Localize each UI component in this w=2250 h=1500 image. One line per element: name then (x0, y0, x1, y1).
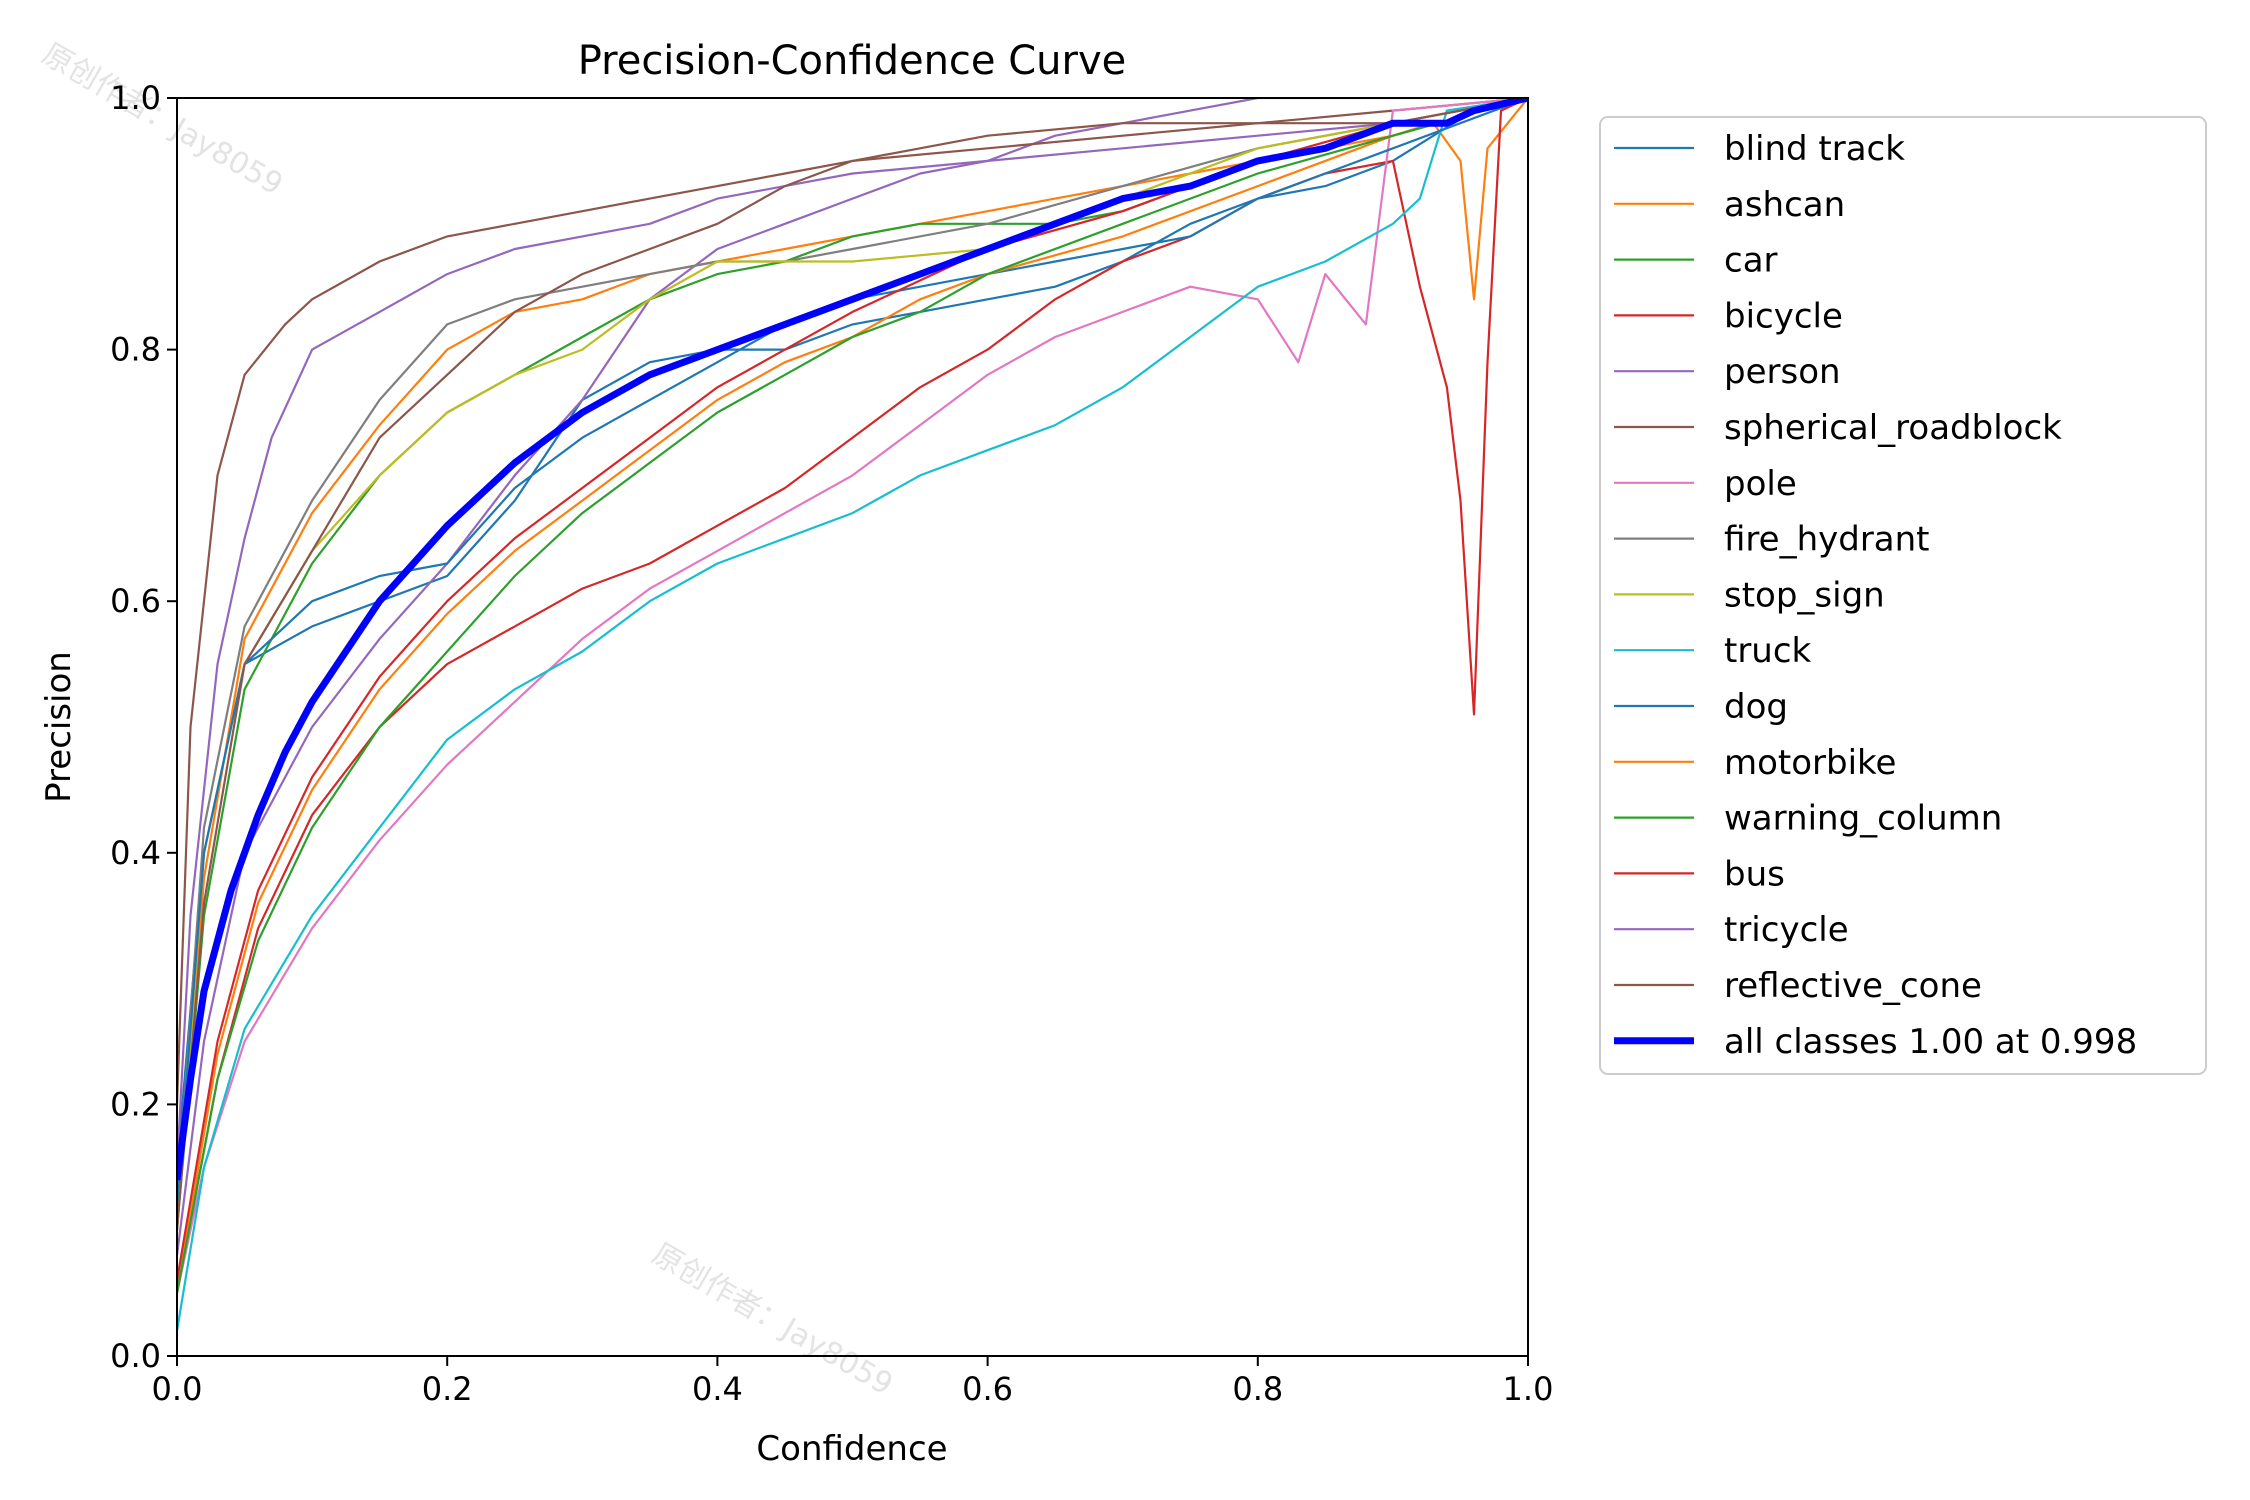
y-tick-label: 0.6 (110, 582, 161, 620)
series-line-12 (176, 98, 1528, 1294)
x-tick-label: 0.0 (152, 1370, 203, 1408)
y-tick-label: 0.2 (110, 1085, 161, 1123)
legend-label: fire_hydrant (1724, 520, 1930, 560)
y-tick-label: 0.4 (110, 834, 161, 872)
series-line-8 (176, 98, 1528, 1231)
x-tick-label: 0.8 (1232, 1370, 1283, 1408)
legend-label: ashcan (1724, 185, 1845, 225)
y-tick-label: 0.8 (110, 331, 161, 369)
legend-label: blind track (1724, 129, 1905, 169)
y-axis-label: Precision (39, 651, 79, 803)
watermark: 原创作者：Jay8059 (36, 37, 288, 203)
series-line-5 (176, 98, 1528, 1105)
legend-label: warning_column (1724, 799, 2002, 839)
x-tick-label: 0.4 (692, 1370, 743, 1408)
series-line-10 (176, 98, 1528, 1206)
x-axis: 0.0 0.2 0.4 0.6 0.8 1.0 (152, 1356, 1554, 1408)
x-tick-label: 0.2 (422, 1370, 473, 1408)
y-tick-label: 1.0 (110, 79, 161, 117)
series-line-0 (176, 98, 1528, 1168)
chart-title: Precision-Confidence Curve (578, 38, 1127, 84)
legend-label: motorbike (1724, 743, 1896, 783)
legend: blind track ashcan car bicycle person spheric… (1599, 116, 2207, 1075)
series-line-14 (176, 98, 1528, 1168)
legend-label: bicycle (1724, 296, 1843, 336)
series-line-11 (176, 98, 1528, 1294)
x-tick-label: 0.6 (962, 1370, 1013, 1408)
legend-label: person (1724, 352, 1841, 392)
legend-label: truck (1724, 631, 1812, 671)
legend-label: spherical_roadblock (1724, 408, 2062, 448)
series-line-9 (176, 98, 1528, 1331)
series-line-7 (176, 98, 1528, 1206)
y-tick-label: 0.0 (110, 1337, 161, 1375)
series-line-15 (176, 98, 1528, 1231)
legend-frame (1599, 116, 2207, 1075)
series-line-1 (176, 98, 1528, 1231)
x-tick-label: 1.0 (1503, 1370, 1554, 1408)
legend-label: pole (1724, 464, 1797, 504)
series-line-16 (176, 98, 1528, 1181)
watermark: 原创作者：Jay8059 (646, 1237, 898, 1403)
legend-label: all classes 1.00 at 0.998 (1724, 1022, 2137, 1062)
legend-label: dog (1724, 687, 1788, 727)
legend-label: tricycle (1724, 910, 1849, 950)
legend-label: stop_sign (1724, 575, 1885, 615)
legend-label: bus (1724, 854, 1785, 894)
x-axis-label: Confidence (756, 1429, 947, 1469)
y-axis: 0.0 0.2 0.4 0.6 0.8 1.0 (110, 79, 177, 1375)
series-line-3 (176, 98, 1528, 1294)
legend-label: car (1724, 241, 1778, 281)
legend-label: reflective_cone (1724, 966, 1982, 1006)
series-line-2 (176, 98, 1528, 1231)
plot-area-frame (176, 97, 1529, 1357)
series-layer (176, 98, 1528, 1331)
series-line-13 (176, 98, 1528, 1281)
series-line-6 (176, 98, 1528, 1294)
